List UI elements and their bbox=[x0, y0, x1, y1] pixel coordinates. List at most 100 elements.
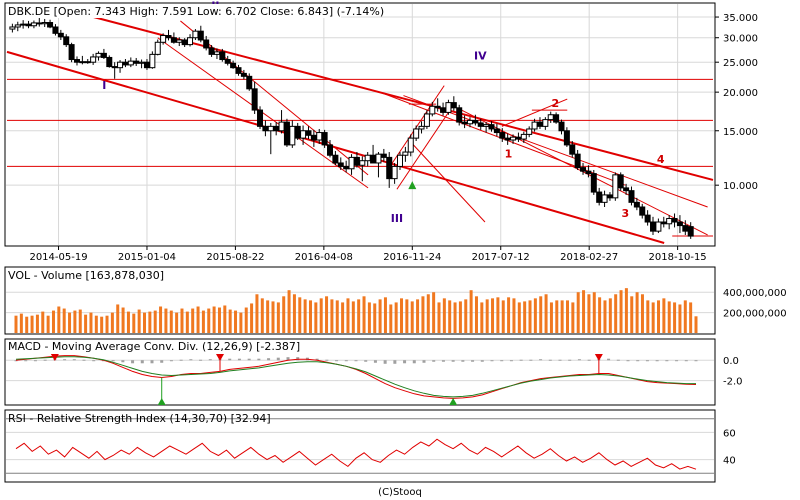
candle-up bbox=[612, 174, 619, 199]
macd-histogram-bar bbox=[33, 360, 37, 362]
candle-down bbox=[294, 125, 301, 139]
candle-down bbox=[499, 132, 506, 139]
candle-up bbox=[316, 132, 323, 141]
rsi-panel: 40 60 RSI - Relative Strength Index (14,3… bbox=[4, 409, 736, 483]
volume-bar bbox=[544, 294, 548, 333]
price-x-tick-label: 2016-11-24 bbox=[383, 252, 441, 263]
candle-down bbox=[47, 22, 54, 28]
candle-down bbox=[563, 130, 570, 146]
candle-up bbox=[348, 156, 355, 170]
volume-bars bbox=[14, 288, 698, 333]
candle-down bbox=[224, 59, 231, 64]
macd-markers bbox=[50, 354, 603, 405]
macd-histogram-bar bbox=[179, 359, 183, 361]
volume-bar bbox=[201, 310, 205, 333]
candle-down bbox=[574, 153, 581, 169]
volume-bar bbox=[555, 300, 559, 333]
rsi-title: RSI - Relative Strength Index (14,30,70)… bbox=[8, 412, 271, 425]
guide-line bbox=[408, 139, 486, 223]
volume-bar bbox=[132, 313, 136, 333]
macd-histogram-bar bbox=[354, 360, 358, 362]
candle-down bbox=[558, 121, 565, 132]
volume-bar bbox=[491, 298, 495, 333]
macd-histogram-bar bbox=[684, 360, 688, 362]
candle-down bbox=[36, 22, 43, 25]
up-arrow-marker bbox=[157, 398, 166, 405]
down-arrow-marker bbox=[216, 354, 224, 361]
macd-histogram-bar bbox=[150, 360, 154, 364]
candle-up bbox=[149, 53, 156, 69]
candle-down bbox=[25, 23, 32, 27]
price-panel: IIIIIIIV1234 10.00015.00020.00025.00030.… bbox=[4, 0, 758, 263]
macd-histogram-bar bbox=[199, 359, 203, 361]
volume-bar bbox=[314, 302, 318, 333]
macd-lines bbox=[15, 355, 697, 399]
macd-histogram-bar bbox=[480, 360, 484, 362]
macd-histogram-bar bbox=[208, 359, 212, 361]
wave-label: 1 bbox=[505, 147, 513, 160]
volume-bar bbox=[528, 300, 532, 333]
candle-down bbox=[515, 136, 522, 140]
macd-histogram-bar bbox=[315, 358, 319, 361]
price-markers bbox=[408, 181, 417, 190]
volume-bar bbox=[614, 294, 618, 333]
volume-bar bbox=[608, 298, 612, 333]
candle-up bbox=[396, 154, 403, 167]
volume-bar bbox=[400, 298, 404, 333]
candle-up bbox=[520, 133, 527, 140]
macd-histogram-bar bbox=[383, 360, 387, 364]
volume-bar bbox=[678, 304, 682, 333]
macd-histogram-bar bbox=[509, 360, 513, 362]
candle-down bbox=[111, 66, 118, 69]
candle-down bbox=[219, 51, 226, 61]
volume-bar bbox=[116, 304, 120, 333]
candle-down bbox=[57, 32, 64, 38]
volume-bar bbox=[651, 302, 655, 333]
rsi-y-tick-label: 60 bbox=[723, 428, 736, 439]
macd-panel: 0.0 -2.0 MACD - Moving Average Conv. Div.… bbox=[4, 338, 743, 406]
price-x-tick-label: 2016-04-08 bbox=[295, 252, 353, 263]
volume-bar bbox=[51, 310, 55, 333]
volume-bar bbox=[35, 314, 39, 333]
volume-bar bbox=[373, 303, 377, 333]
volume-bar bbox=[308, 300, 312, 333]
volume-bar bbox=[228, 309, 232, 333]
volume-bar bbox=[576, 292, 580, 333]
macd-histogram-bar bbox=[237, 358, 241, 361]
rsi-y-tick-label: 40 bbox=[723, 456, 736, 467]
candle-up bbox=[483, 124, 490, 127]
candle-down bbox=[273, 125, 280, 132]
wave-label: 4 bbox=[657, 153, 665, 166]
candle-down bbox=[687, 226, 694, 237]
volume-bar bbox=[565, 300, 569, 333]
candle-down bbox=[536, 121, 543, 127]
signal-line bbox=[15, 356, 696, 398]
price-x-tick-label: 2014-05-19 bbox=[29, 252, 87, 263]
volume-bar bbox=[673, 302, 677, 333]
candle-up bbox=[542, 119, 549, 127]
volume-bar bbox=[464, 299, 468, 333]
macd-histogram-bar bbox=[645, 360, 649, 362]
macd-histogram-bar bbox=[63, 359, 67, 361]
candle-down bbox=[623, 187, 630, 192]
candle-up bbox=[423, 113, 430, 127]
volume-bar bbox=[169, 310, 173, 333]
candle-down bbox=[450, 102, 457, 109]
volume-bar bbox=[635, 292, 639, 333]
volume-bar bbox=[507, 297, 511, 333]
candle-down bbox=[370, 154, 377, 164]
candle-up bbox=[267, 125, 274, 132]
wave-label: IV bbox=[474, 50, 487, 63]
candle-down bbox=[321, 132, 328, 146]
volume-bar bbox=[549, 302, 553, 333]
candle-up bbox=[187, 37, 194, 46]
candle-down bbox=[606, 194, 613, 199]
candle-up bbox=[666, 218, 673, 225]
volume-bar bbox=[421, 296, 425, 333]
candle-down bbox=[133, 60, 140, 64]
guide-line bbox=[501, 98, 568, 127]
macd-y-tick-label: -2.0 bbox=[723, 377, 743, 388]
candle-down bbox=[143, 61, 150, 69]
volume-y-ticks: 200,000,000 400,000,000 bbox=[723, 288, 787, 319]
macd-histogram-bar bbox=[665, 360, 669, 362]
